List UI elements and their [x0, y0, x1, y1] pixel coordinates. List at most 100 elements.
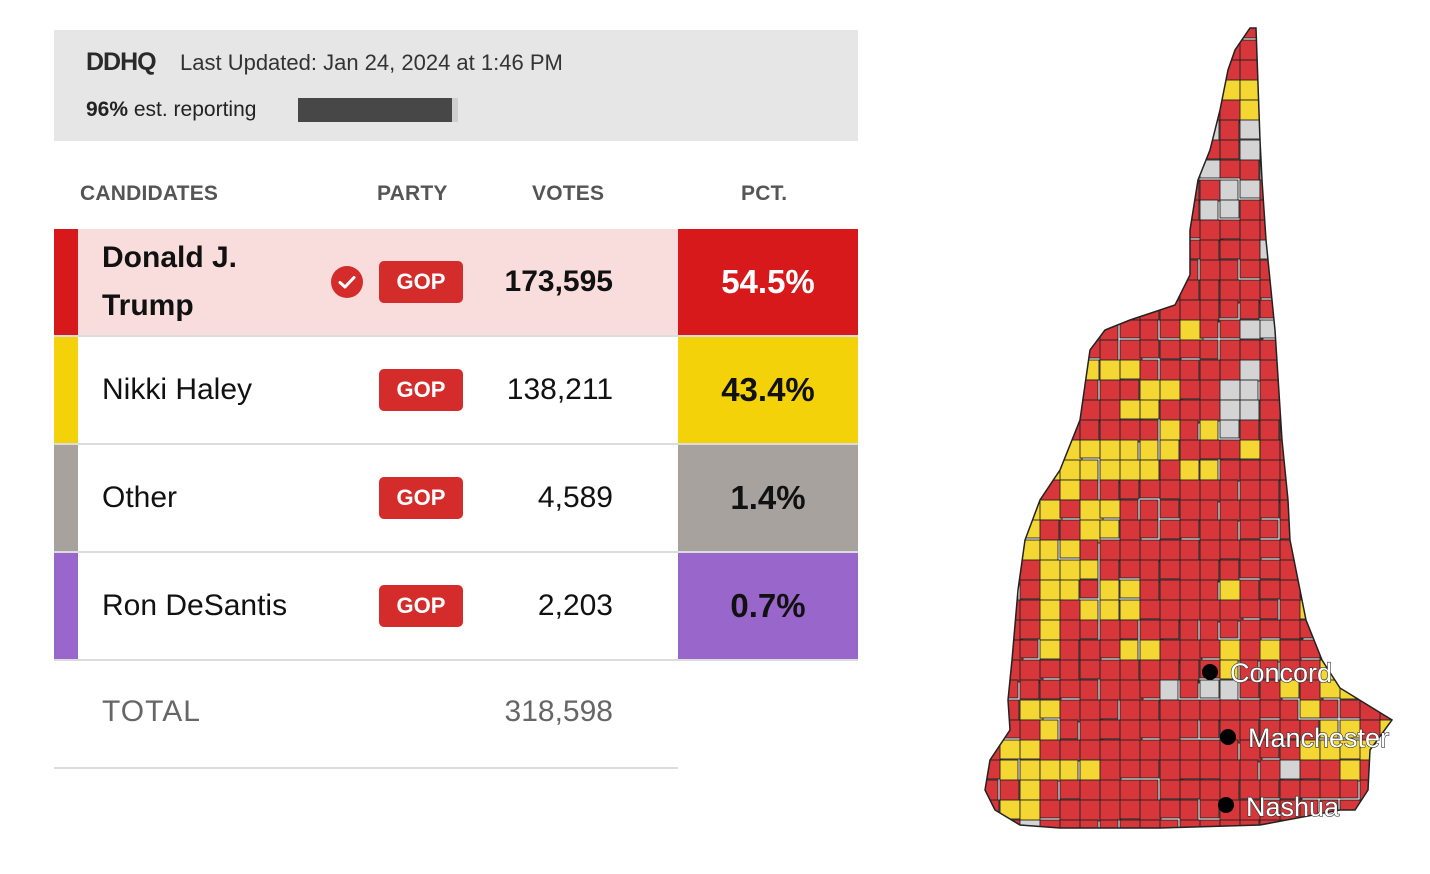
township-tile[interactable] [960, 80, 983, 98]
township-tile[interactable] [1279, 699, 1299, 724]
township-tile[interactable] [999, 339, 1021, 363]
township-tile[interactable] [1059, 739, 1082, 762]
township-tile[interactable] [1359, 459, 1379, 483]
township-tile[interactable] [1179, 379, 1201, 400]
township-tile[interactable] [1059, 139, 1081, 161]
township-tile[interactable] [1159, 119, 1184, 142]
township-tile[interactable] [1279, 79, 1304, 103]
township-tile[interactable] [1139, 559, 1160, 584]
township-tile[interactable] [1039, 699, 1063, 719]
township-tile[interactable] [1199, 79, 1223, 99]
township-tile[interactable] [1139, 239, 1164, 262]
township-tile[interactable] [1400, 260, 1420, 280]
township-tile[interactable] [980, 439, 1004, 463]
township-tile[interactable] [1039, 779, 1059, 803]
township-tile[interactable] [1400, 180, 1420, 200]
township-tile[interactable] [1059, 159, 1079, 183]
township-tile[interactable] [1099, 639, 1121, 659]
township-tile[interactable] [1379, 299, 1403, 323]
township-tile[interactable] [980, 479, 1002, 499]
township-tile[interactable] [1159, 79, 1179, 101]
township-tile[interactable] [1259, 239, 1281, 260]
township-tile[interactable] [1339, 599, 1364, 623]
township-tile[interactable] [1299, 259, 1323, 282]
township-tile[interactable] [1199, 239, 1220, 264]
township-tile[interactable] [1400, 400, 1420, 423]
township-tile[interactable] [980, 179, 1002, 203]
township-tile[interactable] [1179, 259, 1199, 284]
township-tile[interactable] [1239, 239, 1261, 262]
township-tile[interactable] [1059, 59, 1081, 84]
township-tile[interactable] [1119, 199, 1143, 221]
township-tile[interactable] [1259, 79, 1283, 101]
township-tile[interactable] [1379, 599, 1399, 623]
township-tile[interactable] [1179, 20, 1199, 39]
township-tile[interactable] [1079, 759, 1103, 782]
township-tile[interactable] [1019, 819, 1044, 840]
township-tile[interactable] [1199, 59, 1221, 79]
township-tile[interactable] [1119, 39, 1139, 62]
township-tile[interactable] [1159, 99, 1179, 120]
township-tile[interactable] [1159, 779, 1182, 800]
township-tile[interactable] [1119, 599, 1142, 621]
township-tile[interactable] [1179, 439, 1201, 464]
township-tile[interactable] [1039, 539, 1059, 562]
township-tile[interactable] [1299, 379, 1324, 399]
township-tile[interactable] [1319, 99, 1339, 123]
township-tile[interactable] [1099, 439, 1123, 464]
township-tile[interactable] [1139, 20, 1164, 41]
township-tile[interactable] [1279, 139, 1303, 163]
township-tile[interactable] [1379, 279, 1403, 302]
township-tile[interactable] [1159, 339, 1182, 360]
township-tile[interactable] [1400, 460, 1420, 479]
township-tile[interactable] [1059, 819, 1081, 840]
township-tile[interactable] [1219, 359, 1243, 382]
township-tile[interactable] [1199, 679, 1220, 699]
township-tile[interactable] [1119, 579, 1141, 599]
township-tile[interactable] [1299, 539, 1323, 561]
township-tile[interactable] [960, 640, 983, 662]
township-tile[interactable] [960, 740, 980, 759]
township-tile[interactable] [1219, 139, 1240, 160]
township-tile[interactable] [1119, 419, 1142, 443]
township-tile[interactable] [1019, 179, 1043, 200]
township-tile[interactable] [1219, 439, 1241, 460]
township-tile[interactable] [1039, 279, 1060, 301]
township-tile[interactable] [1099, 119, 1122, 143]
township-tile[interactable] [1119, 639, 1139, 664]
township-tile[interactable] [1079, 139, 1104, 159]
township-tile[interactable] [1400, 500, 1419, 522]
township-tile[interactable] [1219, 39, 1243, 61]
township-tile[interactable] [1079, 99, 1099, 119]
township-tile[interactable] [1139, 759, 1160, 779]
township-tile[interactable] [1019, 679, 1040, 700]
township-tile[interactable] [1239, 759, 1259, 782]
township-tile[interactable] [1099, 799, 1122, 821]
township-tile[interactable] [1119, 719, 1143, 743]
township-tile[interactable] [1400, 280, 1420, 302]
township-tile[interactable] [1079, 119, 1099, 144]
township-tile[interactable] [1379, 759, 1399, 784]
township-tile[interactable] [1279, 559, 1303, 581]
township-tile[interactable] [1019, 439, 1044, 460]
township-tile[interactable] [1159, 619, 1180, 640]
township-tile[interactable] [1139, 219, 1164, 240]
township-tile[interactable] [1359, 559, 1380, 581]
township-tile[interactable] [1059, 759, 1079, 783]
township-tile[interactable] [1319, 299, 1341, 321]
township-tile[interactable] [1379, 339, 1403, 359]
township-tile[interactable] [1199, 199, 1219, 222]
township-tile[interactable] [1099, 319, 1119, 341]
township-tile[interactable] [1119, 119, 1139, 143]
township-tile[interactable] [1339, 559, 1359, 581]
township-tile[interactable] [960, 380, 978, 403]
township-tile[interactable] [1339, 299, 1359, 324]
township-tile[interactable] [1199, 339, 1219, 360]
township-tile[interactable] [1299, 619, 1322, 639]
township-tile[interactable] [1239, 179, 1261, 199]
township-tile[interactable] [1359, 539, 1383, 563]
township-tile[interactable] [1219, 479, 1239, 502]
township-tile[interactable] [1319, 559, 1341, 580]
township-tile[interactable] [1179, 619, 1199, 644]
township-tile[interactable] [1199, 759, 1223, 780]
